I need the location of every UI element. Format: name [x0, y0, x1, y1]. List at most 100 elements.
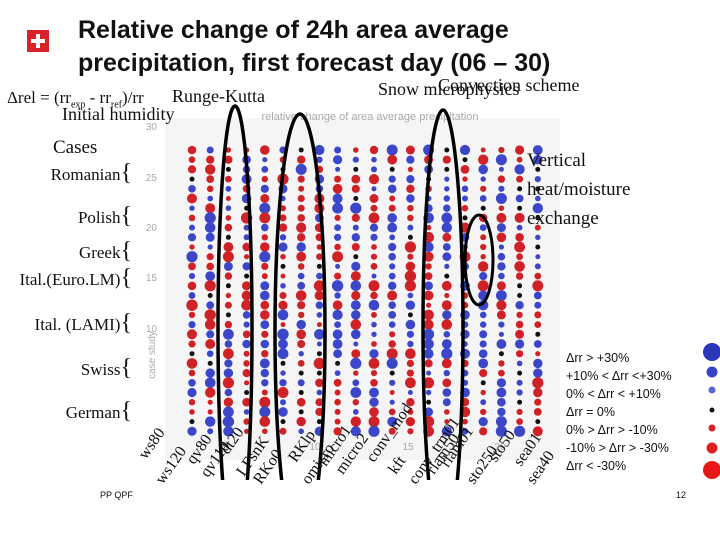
data-dot	[298, 390, 304, 395]
data-dot	[441, 426, 452, 437]
data-dot	[316, 272, 323, 280]
group-brace: {	[120, 203, 132, 229]
data-dot	[334, 233, 342, 241]
data-dot	[426, 399, 432, 405]
data-dot	[516, 156, 523, 163]
data-dot	[516, 224, 523, 231]
swiss-logo	[27, 30, 49, 52]
data-dot	[516, 311, 523, 319]
data-dot	[332, 251, 344, 263]
data-dot	[351, 349, 361, 359]
data-dot	[441, 358, 452, 369]
snow-micro-ellipse	[273, 112, 327, 480]
data-dot	[386, 144, 398, 156]
data-dot	[280, 273, 286, 279]
data-dot	[277, 328, 289, 340]
legend: Δrr > +30% +10% < Δrr <+30% 0% < Δrr < +10…	[566, 349, 672, 475]
data-dot	[441, 319, 453, 330]
data-dot	[315, 407, 324, 416]
data-dot	[477, 280, 489, 292]
data-dot	[261, 350, 269, 358]
data-dot	[497, 262, 506, 271]
data-dot	[496, 232, 507, 243]
data-dot	[296, 222, 307, 233]
data-dot	[280, 419, 286, 425]
data-dot	[332, 300, 343, 310]
vertical-exchange-label: Vertical heat/moisture exchange	[527, 146, 630, 233]
data-dot	[533, 155, 543, 165]
data-dot	[223, 406, 234, 418]
data-dot	[262, 428, 268, 435]
data-dot	[314, 290, 325, 301]
data-dot	[333, 155, 343, 165]
data-dot	[497, 175, 506, 183]
data-dot	[242, 330, 251, 339]
data-dot	[205, 232, 215, 242]
data-dot	[533, 387, 543, 398]
data-dot	[262, 157, 268, 163]
data-dot	[279, 292, 287, 299]
legend-symbol	[703, 461, 720, 479]
data-dot	[368, 174, 380, 185]
data-dot	[407, 224, 414, 231]
data-dot	[480, 234, 487, 241]
data-dot	[480, 254, 486, 260]
data-dot	[498, 360, 505, 367]
data-dot	[479, 427, 488, 436]
legend-symbol	[708, 386, 716, 394]
data-dot	[206, 330, 215, 339]
data-dot	[297, 175, 305, 183]
group-name: Swiss	[80, 360, 121, 379]
data-dot	[277, 348, 289, 360]
data-dot	[352, 409, 359, 415]
data-dot	[296, 397, 306, 407]
data-dot	[514, 212, 525, 223]
data-dot	[461, 205, 469, 212]
data-dot	[298, 351, 304, 357]
legend-symbol	[706, 442, 718, 454]
data-dot	[225, 205, 232, 211]
data-dot	[295, 163, 307, 175]
data-dot	[533, 358, 543, 369]
data-dot	[479, 272, 488, 281]
data-dot	[478, 349, 488, 358]
data-dot	[386, 357, 398, 369]
data-dot	[389, 390, 395, 395]
legend-item-label: 0% < Δrr < +10%	[566, 387, 661, 401]
legend-item-label: +10% < Δrr <+30%	[566, 369, 672, 383]
data-dot	[242, 262, 251, 271]
formula-sub-exp: exp	[70, 99, 86, 111]
x-tick-label: 20	[494, 442, 506, 453]
data-dot	[334, 292, 341, 299]
data-dot	[223, 368, 234, 378]
data-dot	[297, 360, 305, 367]
data-dot	[423, 251, 434, 262]
data-dot	[444, 419, 450, 425]
data-dot	[333, 378, 342, 387]
data-dot	[243, 224, 250, 231]
data-dot	[316, 244, 323, 250]
data-dot	[442, 155, 451, 164]
group-name: Romanian	[50, 165, 121, 184]
data-dot	[242, 397, 251, 407]
data-dot	[441, 212, 453, 224]
data-dot	[497, 397, 506, 407]
data-dot	[280, 360, 286, 366]
data-dot	[478, 261, 489, 272]
data-dot	[186, 251, 198, 263]
title-line-1: Relative change of 24h area average	[78, 16, 509, 44]
data-dot	[316, 263, 322, 269]
group-5: Ital. (LAMI){	[0, 310, 132, 337]
data-dot	[206, 301, 215, 310]
data-dot	[424, 407, 434, 417]
formula: Δrel = (rrexp - rrref)/rr	[7, 88, 144, 110]
data-dot	[424, 281, 433, 291]
data-dot	[187, 329, 197, 340]
data-dot	[535, 234, 541, 240]
legend-symbol	[703, 343, 720, 361]
data-dot	[207, 399, 213, 405]
data-dot	[241, 299, 252, 311]
data-dot	[353, 370, 359, 376]
group-2: Polish{	[0, 203, 132, 230]
data-dot	[388, 321, 396, 328]
